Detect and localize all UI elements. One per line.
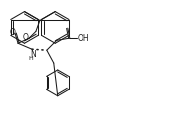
Text: O: O — [23, 33, 29, 42]
Text: OH: OH — [78, 34, 89, 43]
Text: O: O — [9, 28, 15, 37]
Text: N: N — [30, 50, 36, 59]
Text: H: H — [29, 56, 33, 61]
